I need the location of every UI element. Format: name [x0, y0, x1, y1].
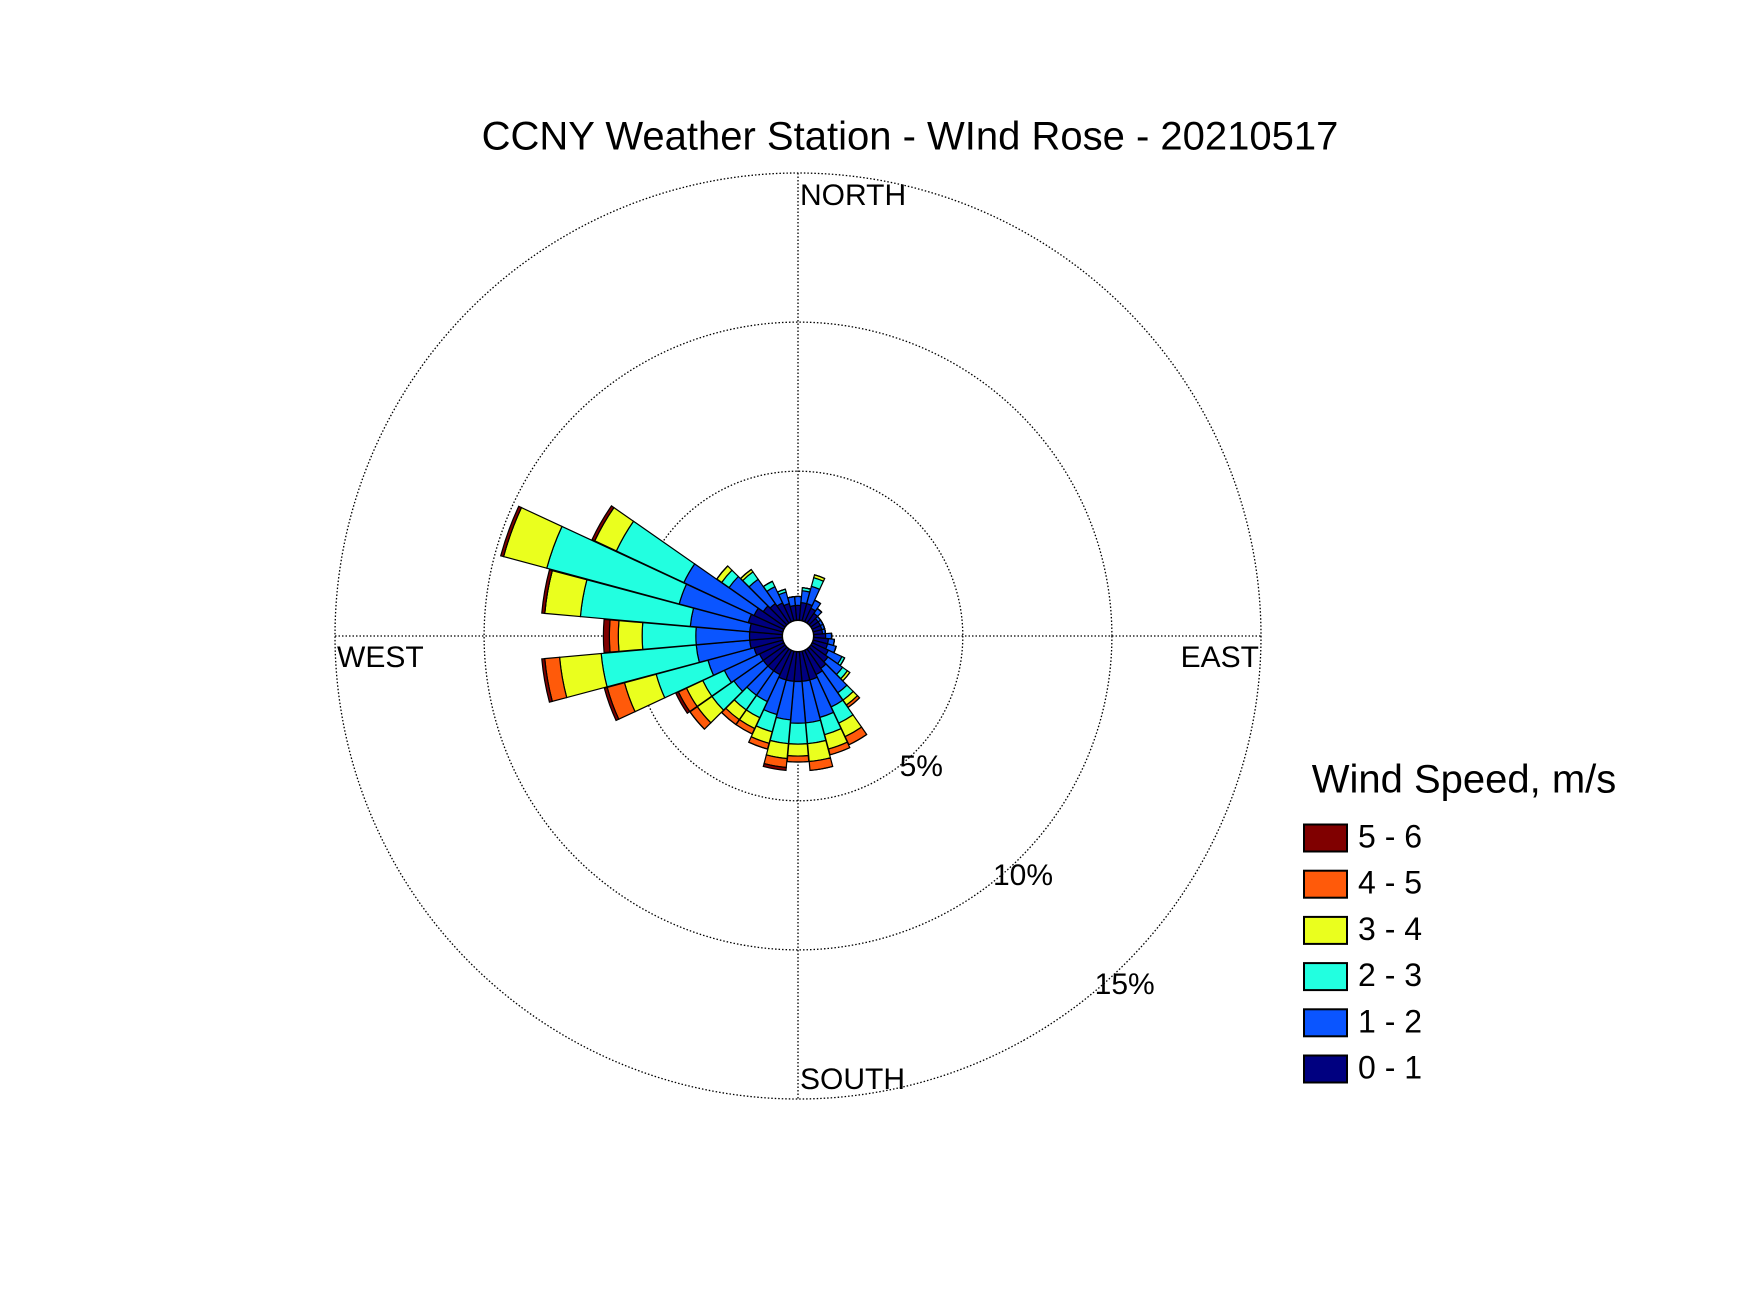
- wind-segment: [541, 657, 554, 703]
- wind-segment: [608, 619, 620, 653]
- ring-label: 10%: [993, 859, 1053, 892]
- wind-segment: [777, 588, 786, 593]
- wind-segment: [809, 765, 833, 772]
- legend-swatch: [1303, 823, 1348, 853]
- legend-swatch: [1303, 1054, 1348, 1084]
- legend-label: 0 - 1: [1358, 1049, 1422, 1085]
- wind-segment: [748, 741, 768, 750]
- legend-swatch: [1303, 1008, 1348, 1038]
- ring-label: 5%: [900, 750, 943, 783]
- wind-segment: [617, 620, 644, 652]
- legend-label: 2 - 3: [1358, 957, 1422, 993]
- wind-segment: [541, 569, 554, 615]
- grid-ring: [632, 470, 964, 802]
- center-hole: [781, 619, 815, 653]
- direction-label: EAST: [1181, 641, 1259, 674]
- direction-label: SOUTH: [800, 1063, 905, 1096]
- direction-label: WEST: [337, 641, 424, 674]
- wind-segment: [788, 722, 808, 745]
- legend-label: 1 - 2: [1358, 1003, 1422, 1039]
- legend-swatch: [1303, 915, 1348, 945]
- legend-label: 5 - 6: [1358, 818, 1422, 854]
- wind-segment: [762, 762, 787, 772]
- wind-segment: [602, 618, 611, 654]
- wind-segment: [591, 505, 615, 542]
- direction-label: NORTH: [800, 179, 906, 212]
- wind-segment: [786, 754, 810, 763]
- ring-label: 15%: [1095, 968, 1155, 1001]
- wind-segment: [603, 686, 620, 722]
- wind-segment: [816, 608, 823, 613]
- legend-label: 3 - 4: [1358, 911, 1422, 947]
- legend-swatch: [1303, 962, 1348, 992]
- grid-ring: [483, 321, 1113, 951]
- legend-label: 4 - 5: [1358, 865, 1422, 901]
- legend-swatch: [1303, 869, 1348, 899]
- legend-title: Wind Speed, m/s: [1312, 758, 1617, 802]
- wind-segment: [558, 652, 608, 699]
- wind-segment: [787, 743, 809, 757]
- grid-ring: [334, 172, 1262, 1100]
- wind-segment: [499, 505, 523, 558]
- chart-title: CCNY Weather Station - WInd Rose - 20210…: [482, 115, 1339, 159]
